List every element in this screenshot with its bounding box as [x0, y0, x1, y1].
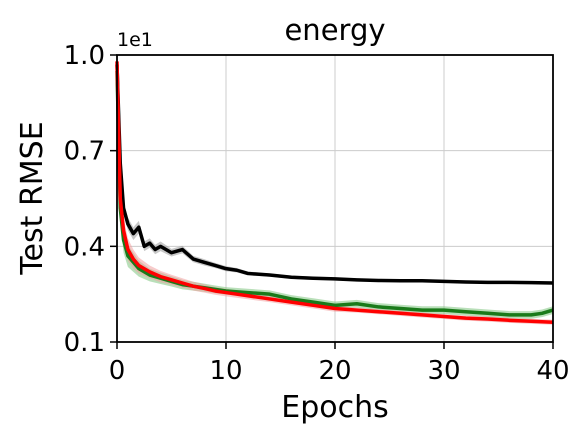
x-tick-label: 40 [536, 356, 569, 386]
x-tick-label: 10 [209, 356, 242, 386]
y-tick-label: 0.4 [64, 232, 105, 262]
x-tick-label: 30 [427, 356, 460, 386]
y-tick-label: 1.0 [64, 41, 105, 71]
y-scale-note: 1e1 [117, 29, 153, 51]
series-lines [115, 61, 554, 324]
x-tick-label: 0 [109, 356, 126, 386]
series-2-line [115, 61, 554, 324]
series-0-line [115, 64, 554, 285]
grid [116, 54, 554, 343]
x-axis-label: Epochs [281, 390, 389, 425]
x-tick-label: 20 [318, 356, 351, 386]
series-1-line [115, 70, 554, 317]
y-tick-label: 0.1 [64, 328, 105, 358]
y-tick-label: 0.7 [64, 137, 105, 167]
chart-title: energy [284, 13, 385, 47]
axis-ticks: 0 10 20 30 40 0.1 0.4 0.7 1.0 [64, 41, 570, 386]
y-axis-label: Test RMSE [15, 121, 50, 275]
plot-frame [116, 54, 554, 343]
